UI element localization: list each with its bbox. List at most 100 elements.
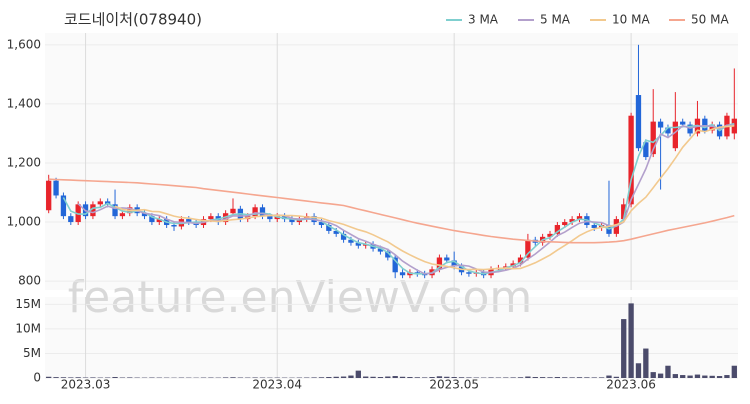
volume-bar xyxy=(112,377,117,378)
x-tick-label: 2023.03 xyxy=(61,378,111,392)
candle-body xyxy=(466,272,471,273)
volume-bar xyxy=(363,377,368,378)
candle-body xyxy=(592,225,597,228)
volume-bar xyxy=(127,377,132,378)
legend-label: 10 MA xyxy=(612,13,650,27)
volume-bar xyxy=(90,377,95,378)
volume-bar xyxy=(665,366,670,378)
volume-bar xyxy=(651,372,656,378)
volume-bar xyxy=(459,377,464,378)
candle-body xyxy=(562,222,567,225)
candle-body xyxy=(53,181,58,196)
volume-bar xyxy=(223,377,228,378)
volume-bar xyxy=(348,376,353,378)
candle-body xyxy=(208,216,213,219)
legend-label: 50 MA xyxy=(691,13,729,27)
y-tick-label: 1,000 xyxy=(7,215,41,229)
volume-tick-label: 10M xyxy=(15,321,41,335)
y-tick-label: 1,600 xyxy=(7,37,41,51)
volume-bar xyxy=(356,371,361,378)
candle-body xyxy=(444,258,449,261)
volume-bar xyxy=(393,376,398,378)
volume-bar xyxy=(577,377,582,378)
volume-bar xyxy=(687,376,692,378)
volume-bar xyxy=(643,349,648,378)
candle-body xyxy=(680,122,685,125)
volume-bar xyxy=(569,377,574,378)
candle-body xyxy=(636,95,641,148)
volume-bar xyxy=(599,377,604,378)
candle-body xyxy=(673,122,678,149)
volume-bar xyxy=(636,363,641,378)
volume-bar xyxy=(334,377,339,378)
legend-label: 5 MA xyxy=(540,13,571,27)
volume-bar xyxy=(400,377,405,378)
volume-bar xyxy=(46,377,51,378)
volume-bar xyxy=(673,374,678,378)
candle-body xyxy=(702,119,707,131)
volume-bar xyxy=(326,377,331,378)
volume-bar xyxy=(429,377,434,378)
volume-bar xyxy=(466,377,471,378)
volume-bar xyxy=(422,377,427,378)
volume-bar xyxy=(547,377,552,378)
volume-bar xyxy=(533,377,538,378)
volume-bar xyxy=(518,377,523,378)
volume-bar xyxy=(415,377,420,378)
volume-bar xyxy=(503,377,508,378)
y-tick-label: 1,200 xyxy=(7,155,41,169)
candle-body xyxy=(98,201,103,204)
legend-label: 3 MA xyxy=(468,13,499,27)
y-tick-label: 1,400 xyxy=(7,96,41,110)
volume-bar xyxy=(628,303,633,378)
volume-bar xyxy=(53,377,58,378)
candle-body xyxy=(267,216,272,219)
volume-bar xyxy=(311,377,316,378)
x-tick-label: 2023.05 xyxy=(429,378,479,392)
volume-tick-label: 15M xyxy=(15,297,41,311)
watermark: feature.enViewV.com xyxy=(68,272,533,323)
volume-bar xyxy=(378,377,383,378)
volume-bar xyxy=(724,375,729,378)
volume-tick-label: 0 xyxy=(33,371,41,385)
volume-bar xyxy=(702,376,707,378)
x-tick-label: 2023.06 xyxy=(606,378,656,392)
y-tick-label: 800 xyxy=(18,274,41,288)
volume-bar xyxy=(385,377,390,378)
volume-bar xyxy=(717,376,722,378)
volume-bar xyxy=(61,377,66,378)
candle-body xyxy=(68,216,73,222)
candle-body xyxy=(400,272,405,275)
candle-body xyxy=(171,225,176,226)
volume-bar xyxy=(76,377,81,378)
volume-bar xyxy=(710,376,715,378)
volume-bar xyxy=(606,376,611,378)
volume-bar xyxy=(562,377,567,378)
candle-body xyxy=(46,181,51,211)
candle-body xyxy=(120,213,125,216)
volume-bar xyxy=(370,377,375,378)
volume-bar xyxy=(695,375,700,378)
volume-bar xyxy=(510,377,515,378)
volume-bar xyxy=(488,377,493,378)
volume-bar xyxy=(680,375,685,378)
x-tick-label: 2023.04 xyxy=(252,378,302,392)
volume-bar xyxy=(658,374,663,378)
chart-title: 코드네이처(078940) xyxy=(64,11,202,29)
candle-body xyxy=(658,122,663,128)
volume-tick-label: 5M xyxy=(23,346,41,360)
volume-bar xyxy=(732,366,737,378)
volume-bar xyxy=(452,377,457,378)
volume-bar xyxy=(614,377,619,378)
volume-bar xyxy=(444,377,449,378)
volume-bar xyxy=(68,377,73,378)
volume-bar xyxy=(555,377,560,378)
volume-bar xyxy=(437,376,442,378)
volume-bar xyxy=(621,319,626,378)
volume-bar xyxy=(319,377,324,378)
volume-bar xyxy=(341,377,346,378)
volume-bar xyxy=(525,377,530,378)
volume-bar xyxy=(252,377,257,378)
